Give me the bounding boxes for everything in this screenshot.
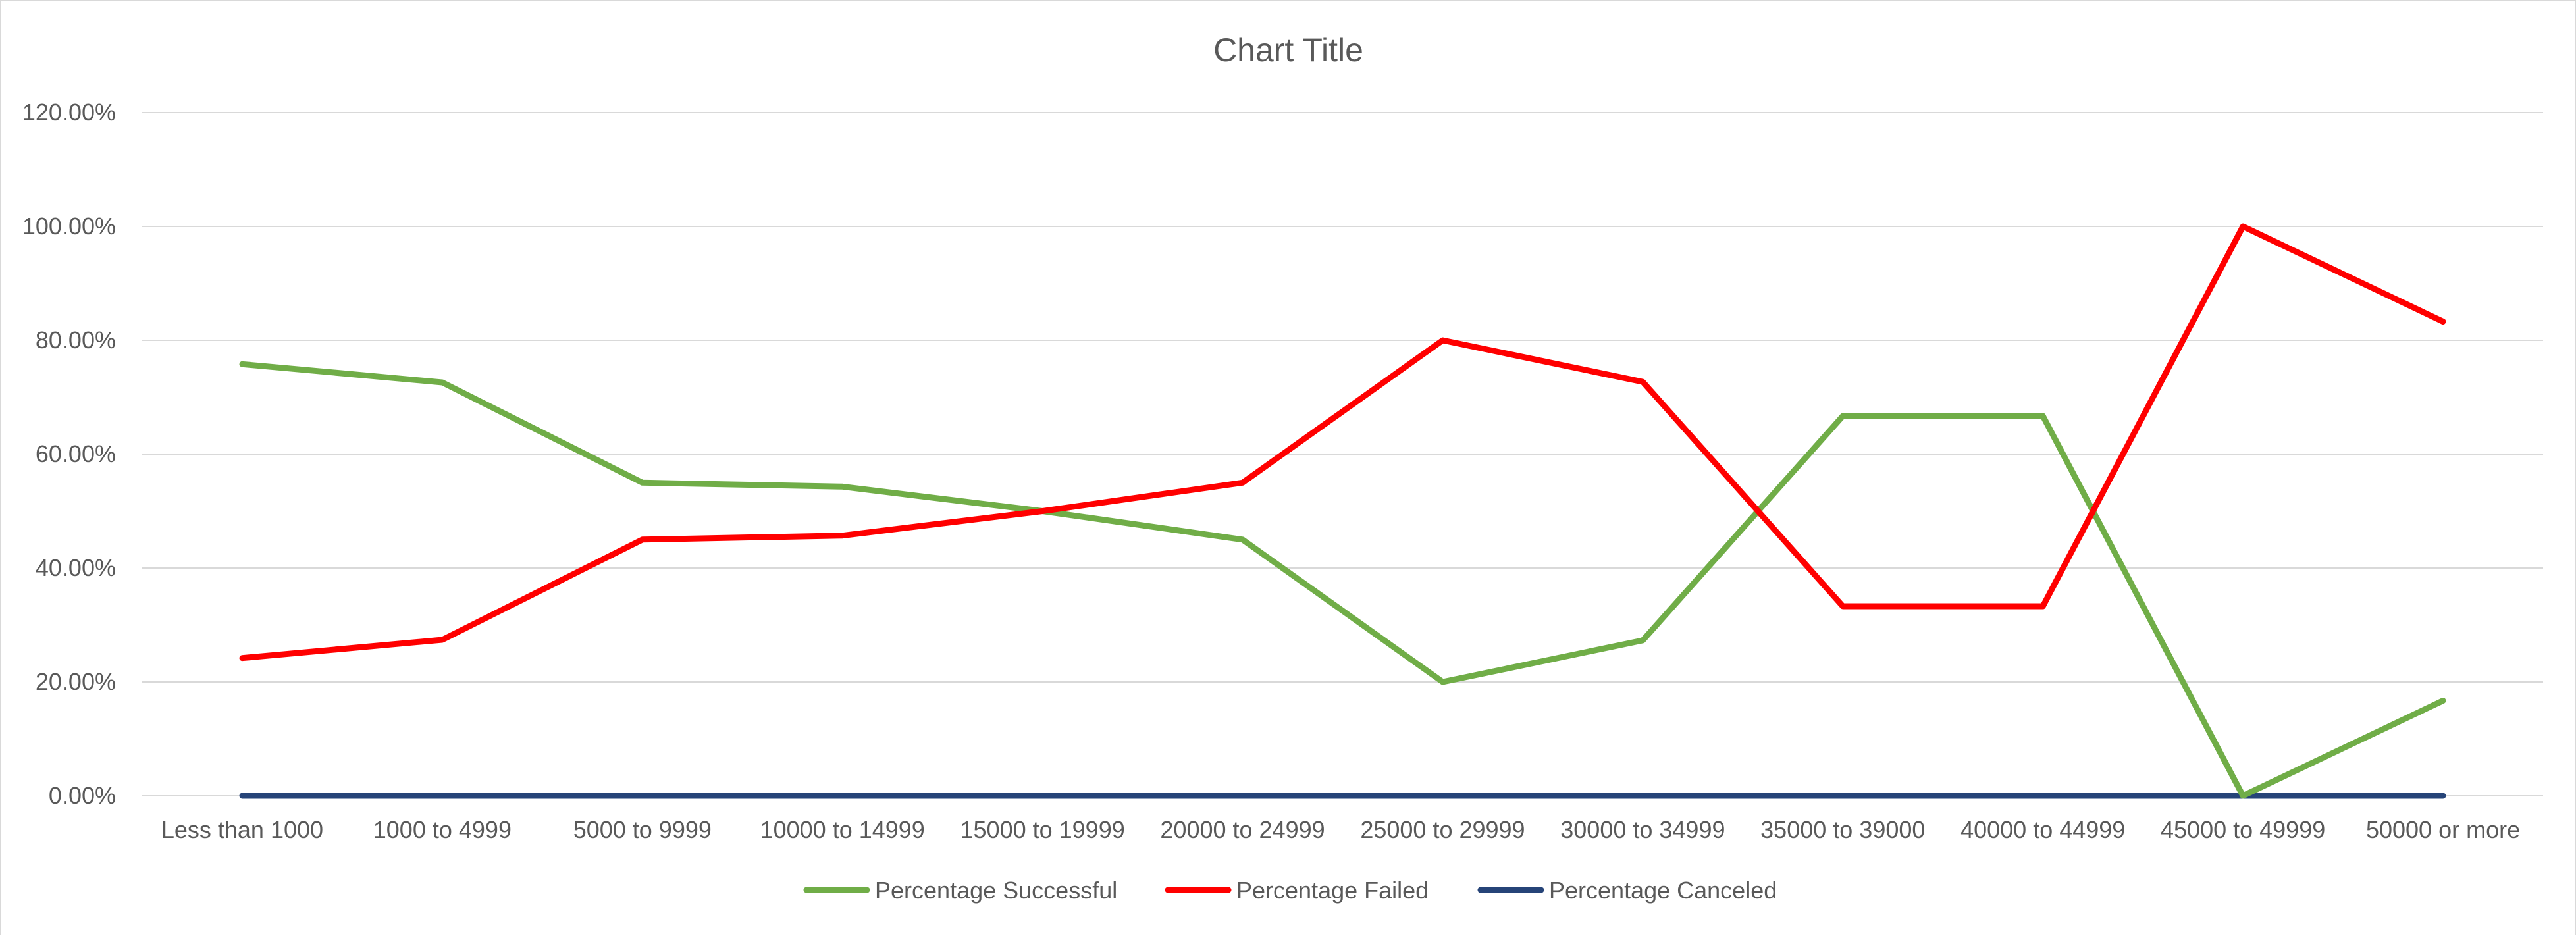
- series-line-1: [239, 361, 2446, 799]
- legend-label: Percentage Failed: [1236, 877, 1429, 904]
- chart-title: Chart Title: [1213, 32, 1363, 68]
- x-tick-label: 45000 to 49999: [2161, 816, 2325, 843]
- series-line-2: [239, 223, 2446, 662]
- x-tick-label: 5000 to 9999: [573, 816, 712, 843]
- y-tick-label: 40.00%: [36, 554, 116, 581]
- x-tick-label: 20000 to 24999: [1160, 816, 1325, 843]
- y-tick-label: 60.00%: [36, 440, 116, 467]
- x-tick-label: 15000 to 19999: [960, 816, 1125, 843]
- series-lines: [239, 223, 2446, 799]
- legend: Percentage Successful Percentage Failed Pe…: [803, 877, 1777, 904]
- x-axis-category-labels: Less than 1000 1000 to 4999 5000 to 9999 10…: [161, 816, 2520, 843]
- x-tick-label: 50000 or more: [2366, 816, 2520, 843]
- x-tick-label: 35000 to 39000: [1760, 816, 1925, 843]
- y-tick-label: 120.00%: [22, 99, 116, 126]
- x-tick-label: 40000 to 44999: [1960, 816, 2125, 843]
- y-tick-label: 0.00%: [49, 782, 116, 809]
- x-tick-label: 25000 to 29999: [1360, 816, 1525, 843]
- legend-label: Percentage Successful: [875, 877, 1117, 904]
- y-tick-label: 100.00%: [22, 213, 116, 240]
- y-axis-tick-labels: 0.00% 20.00% 40.00% 60.00% 80.00% 100.00% 120.…: [22, 99, 116, 809]
- legend-label: Percentage Canceled: [1549, 877, 1777, 904]
- x-tick-label: 10000 to 14999: [760, 816, 925, 843]
- x-tick-label: 30000 to 34999: [1560, 816, 1725, 843]
- y-tick-label: 80.00%: [36, 326, 116, 353]
- gridlines: [142, 112, 2543, 796]
- y-tick-label: 20.00%: [36, 668, 116, 695]
- x-tick-label: Less than 1000: [161, 816, 323, 843]
- x-tick-label: 1000 to 4999: [373, 816, 512, 843]
